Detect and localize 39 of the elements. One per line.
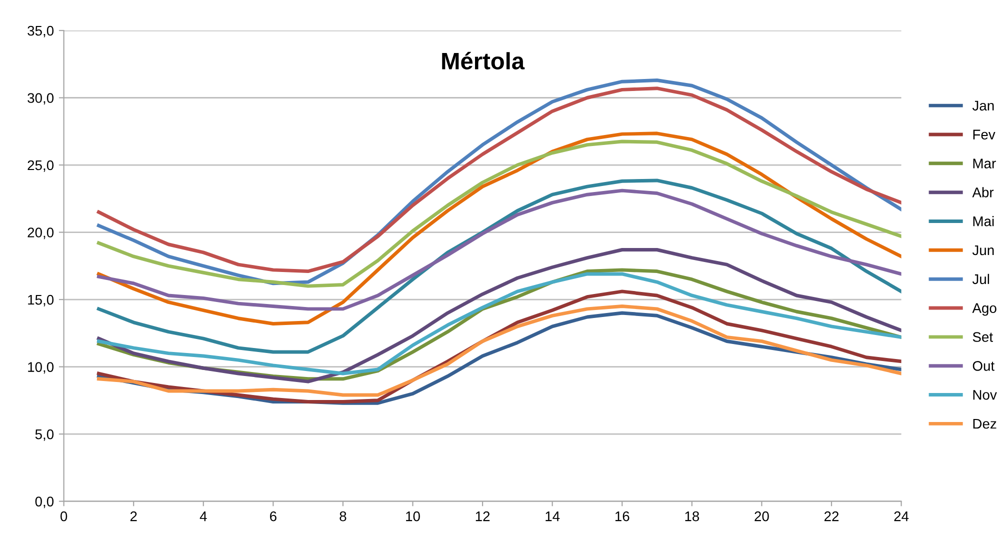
legend-label: Jul [972,274,990,284]
x-tick-label: 4 [200,512,207,522]
x-tick-label: 6 [270,511,276,522]
legend-label: Mar [973,158,996,168]
legend-label: Ago [972,303,996,316]
x-tick-label: 2 [130,511,137,522]
line-series [96,188,902,311]
x-tick-label: 24 [894,511,909,522]
x-tick-label: 0 [60,511,68,522]
y-tick-label: 0,0 [35,496,54,508]
y-tick-label: 10,0 [28,362,54,374]
x-tick-label: 20 [754,511,769,522]
line-series [96,140,902,288]
legend-label: Fev [973,130,996,140]
text: Mértola [442,52,525,70]
x-tick-label: 12 [476,511,490,522]
x-tick-label: 8 [340,511,346,522]
x-tick-label: 22 [824,511,839,522]
legend-label: Mai [973,216,994,226]
y-tick-label: 30,0 [28,93,54,105]
legend-label: Abr [972,187,994,198]
y-tick-label: 5,0 [35,429,54,441]
line-series [96,132,902,326]
legend-label: Set [972,332,993,342]
legend-label: Dez [973,418,996,429]
legend-label: Jan [972,100,994,111]
line-series [96,178,902,354]
legend-label: Nov [973,390,997,400]
y-tick-label: 25,0 [28,160,54,172]
x-tick-label: 16 [615,511,630,522]
x-tick-label: 18 [685,511,700,522]
y-tick-label: 15,0 [28,294,54,306]
legend-label: Out [972,361,994,371]
y-tick-label: 35,0 [28,26,54,38]
legend-label: Jun [972,245,994,256]
line-series [96,248,902,384]
x-tick-label: 14 [546,512,560,522]
x-tick-label: 10 [406,511,420,522]
y-tick-label: 20,0 [28,228,54,240]
